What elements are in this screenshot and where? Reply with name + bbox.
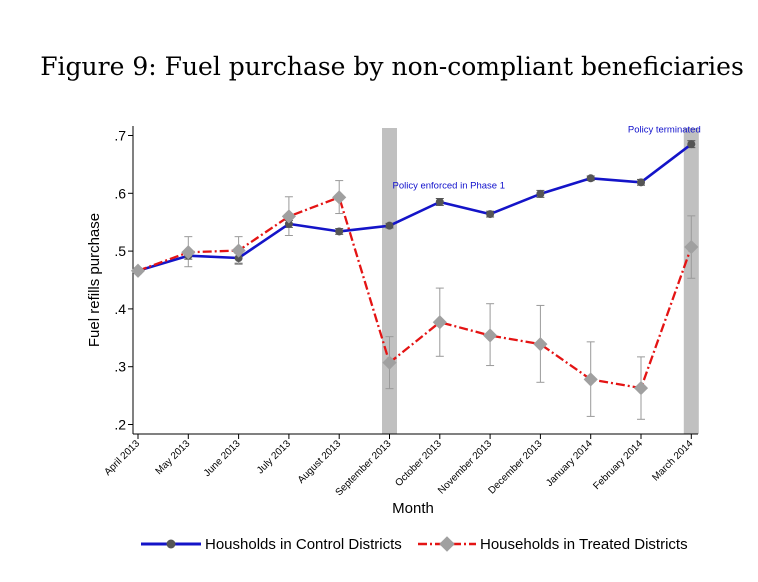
x-tick-label: July 2013: [255, 438, 293, 476]
x-tick-label: August 2013: [296, 438, 344, 486]
data-point-treated-9: [583, 372, 598, 387]
series-line-treated: [137, 196, 693, 390]
chart-title: Figure 9: Fuel purchase by non-compliant…: [40, 52, 744, 81]
shaded-band-0: [382, 128, 397, 434]
y-tick-label: .4: [114, 301, 126, 317]
legend-label-treated: Households in Treated Districts: [480, 536, 688, 553]
data-point-treated-4: [332, 190, 347, 205]
data-point-control-9: [586, 174, 595, 183]
y-tick-label: .7: [114, 128, 126, 144]
data-point-control-6: [435, 197, 444, 206]
data-point-control-10: [637, 178, 645, 187]
data-point-control-2: [234, 254, 243, 263]
shaded-band-1: [683, 128, 699, 434]
data-point-treated-5: [382, 355, 397, 370]
data-point-treated-7: [483, 328, 498, 343]
data-point-control-3: [284, 219, 293, 228]
data-point-treated-2: [231, 243, 246, 258]
x-tick-label: May 2013: [154, 438, 193, 477]
legend-label-control: Housholds in Control Districts: [205, 536, 402, 553]
legend: Housholds in Control Districts Household…: [141, 536, 688, 553]
x-tick-label: October 2013: [393, 438, 444, 489]
data-point-treated-11: [684, 239, 699, 255]
series-markers: [130, 140, 699, 396]
data-point-control-8: [536, 189, 545, 198]
y-tick-label: .2: [114, 417, 126, 433]
x-tick-label: March 2014: [650, 438, 695, 483]
shaded-bands: [382, 128, 699, 434]
legend-marker-control: [166, 539, 176, 549]
data-point-treated-10: [633, 381, 649, 396]
data-point-treated-6: [432, 315, 447, 330]
data-point-control-7: [486, 210, 495, 219]
series-line-control: [137, 143, 693, 273]
x-tick-label: June 2013: [202, 438, 243, 479]
annotation-1: Policy terminated: [628, 125, 701, 136]
x-tick-label: April 2013: [103, 438, 143, 478]
y-tick-label: .5: [114, 243, 126, 259]
legend-marker-treated: [439, 536, 455, 552]
x-tick-label: February 2014: [591, 438, 645, 492]
y-tick-label: .6: [114, 185, 126, 201]
x-tick-label: December 2013: [486, 438, 544, 496]
x-axis-label: Month: [392, 500, 434, 517]
data-point-control-5: [385, 221, 394, 230]
y-tick-label: .3: [114, 359, 126, 375]
data-point-control-11: [687, 140, 696, 149]
x-tick-label: January 2014: [544, 438, 595, 489]
annotations: Policy enforced in Phase 1 Policy termina…: [393, 125, 701, 192]
data-point-treated-0: [130, 263, 146, 278]
data-point-treated-3: [281, 209, 296, 224]
data-point-control-4: [335, 227, 344, 236]
annotation-0: Policy enforced in Phase 1: [393, 181, 505, 192]
data-point-treated-8: [533, 337, 548, 352]
y-axis-label: Fuel refills purchase: [86, 213, 103, 347]
x-tick-label: September 2013: [334, 438, 394, 498]
x-tick-label: November 2013: [436, 438, 494, 496]
series-lines: [137, 143, 693, 390]
